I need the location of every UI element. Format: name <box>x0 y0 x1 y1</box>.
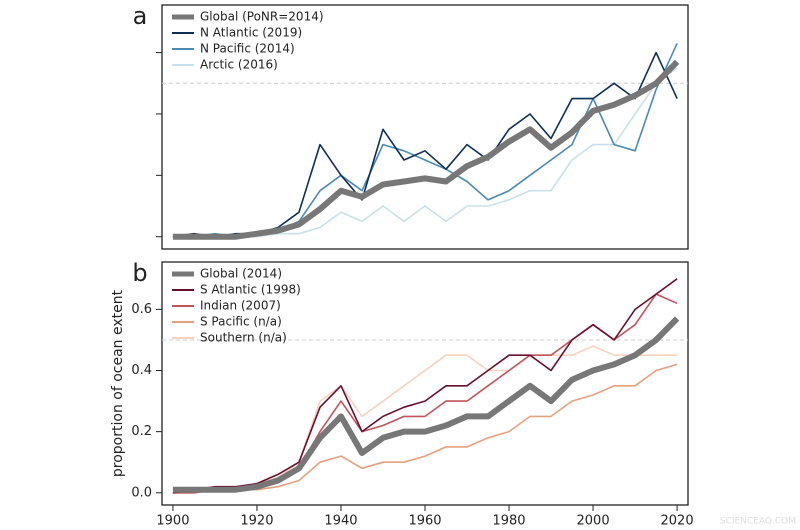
y-tick-label: 0.0 <box>131 485 152 500</box>
x-tick-label: 2000 <box>577 514 610 529</box>
panel-label: a <box>133 2 148 30</box>
x-tick-label: 1960 <box>408 514 441 529</box>
plot-frame <box>161 4 689 250</box>
series-line <box>172 316 680 493</box>
series-line <box>172 43 678 238</box>
series-line <box>172 59 680 240</box>
legend-label: Global (2014) <box>200 267 282 281</box>
legend-label: N Pacific (2014) <box>200 42 295 56</box>
legend-label: Southern (n/a) <box>200 331 287 345</box>
x-tick-label: 1920 <box>240 514 273 529</box>
legend-label: Global (PoNR=2014) <box>200 10 324 24</box>
watermark: SCIENCEAQ.COM <box>720 517 796 527</box>
x-tick-label: 1900 <box>156 514 189 529</box>
x-tick-label: 2020 <box>661 514 694 529</box>
legend-label: Indian (2007) <box>200 299 281 313</box>
x-tick-label: 1980 <box>492 514 525 529</box>
y-axis-label: proportion of ocean extent <box>110 289 126 477</box>
y-tick-label: 0.6 <box>131 302 152 317</box>
y-tick-label: 0.2 <box>131 424 152 439</box>
legend-label: S Atlantic (1998) <box>200 283 301 297</box>
legend-label: S Pacific (n/a) <box>200 315 282 329</box>
x-tick-label: 1940 <box>324 514 357 529</box>
panel-label: b <box>132 259 147 287</box>
legend-label: N Atlantic (2019) <box>200 26 302 40</box>
legend-label: Arctic (2016) <box>200 58 278 72</box>
y-tick-label: 0.4 <box>131 363 152 378</box>
